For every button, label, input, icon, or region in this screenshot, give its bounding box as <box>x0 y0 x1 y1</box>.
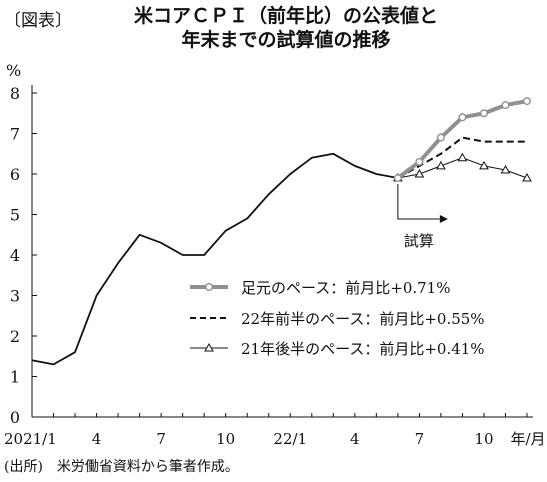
y-axis-unit-label: % <box>6 61 21 80</box>
x-tick-label: 7 <box>156 430 166 448</box>
annotation-label: 試算 <box>404 232 434 250</box>
series-1-point <box>523 97 532 106</box>
y-tick-label: 7 <box>10 125 20 144</box>
series-1-point <box>501 101 510 110</box>
series-1-point <box>458 113 467 122</box>
chart-title-line-2: 年末までの試算値の推移 <box>181 29 391 51</box>
annotation-arrow-line <box>397 184 440 220</box>
series-1-point <box>479 109 488 118</box>
series-1-point <box>415 157 424 166</box>
chart-title-line-1: 米コアＣＰＩ（前年比）の公表値と <box>133 5 438 27</box>
legend-series-2-label: 22年前半のペース：前月比+0.55% <box>241 310 485 328</box>
x-tick-label: 7 <box>415 430 425 448</box>
chart-axes: % <box>6 61 533 418</box>
chart-lines <box>31 97 532 366</box>
series-3-point <box>500 164 511 174</box>
annotation-arrow-head <box>439 215 448 223</box>
legend-series-1-label: 足元のペース：前月比+0.71% <box>241 279 450 297</box>
series-3-point <box>479 160 489 170</box>
series-3-point <box>522 173 532 182</box>
y-tick-label: 1 <box>10 368 20 387</box>
legend-series-3-marker <box>204 342 214 352</box>
x-axis-ticks: 2021/1 4 7 10 22/1 4 7 10 年/月 <box>4 413 546 448</box>
chart-legend: 足元のペース：前月比+0.71% 22年前半のペース：前月比+0.55% 21年後半… <box>190 279 485 358</box>
series-2-line <box>397 136 527 179</box>
y-tick-label: 8 <box>10 84 20 103</box>
chart-annotation: 試算 <box>397 184 448 250</box>
series-3-point <box>436 160 446 170</box>
y-axis-ticks: 0 1 2 3 4 5 6 7 8 <box>10 84 37 427</box>
y-tick-label: 0 <box>10 408 20 427</box>
legend-series-1-marker <box>204 283 213 292</box>
legend-series-3-label: 21年後半のペース：前月比+0.41% <box>241 340 485 358</box>
x-axis-unit-label: 年/月 <box>510 430 545 448</box>
series-3-point <box>414 168 425 178</box>
y-tick-label: 2 <box>10 327 20 346</box>
chart-title: 米コアＣＰＩ（前年比）の公表値と 年末までの試算値の推移 <box>96 4 476 52</box>
y-tick-label: 4 <box>10 246 20 265</box>
x-tick-label: 2021/1 <box>4 430 57 448</box>
x-tick-label: 4 <box>350 430 360 448</box>
x-tick-label: 10 <box>216 430 235 448</box>
series-1-point <box>436 133 445 142</box>
y-tick-label: 3 <box>10 287 20 306</box>
figure-label: 〔図表〕 <box>4 11 72 31</box>
y-tick-label: 6 <box>10 165 20 184</box>
series-3-point <box>457 152 468 162</box>
y-tick-label: 5 <box>10 206 20 225</box>
actual-cpi-line <box>31 152 399 366</box>
x-tick-label: 22/1 <box>273 430 307 448</box>
x-tick-label: 10 <box>474 430 493 448</box>
series-1-point <box>393 174 402 183</box>
source-note: (出所) 米労働省資料から筆者作成。 <box>4 459 239 475</box>
x-tick-label: 4 <box>92 430 102 448</box>
